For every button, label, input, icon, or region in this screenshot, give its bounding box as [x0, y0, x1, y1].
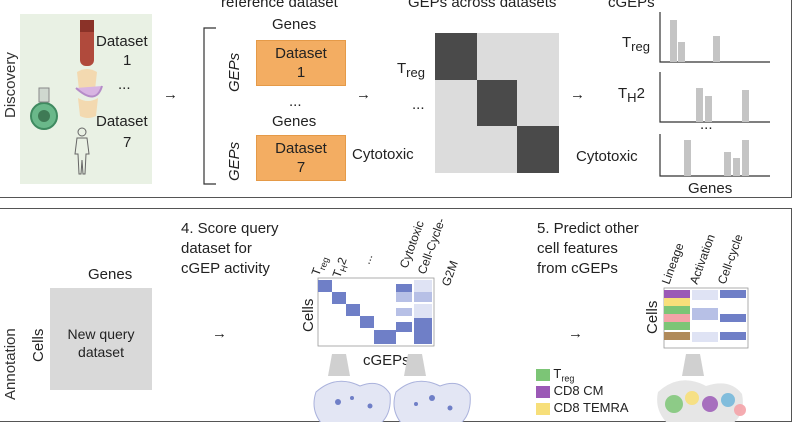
cytotoxic-row-label: Cytotoxic [352, 146, 414, 163]
geps-label-1: GEPs [226, 52, 243, 92]
step4-line3: cGEP activity [181, 260, 270, 277]
cgep-genes-label: Genes [688, 180, 733, 197]
step5-line2: cell features [537, 240, 618, 257]
dataset-7-box: Dataset 7 [256, 135, 346, 181]
cgeps-header: cGEPs [608, 0, 655, 11]
across-header: GEPs across datasets [408, 0, 557, 11]
mid-ellipsis: ... [412, 96, 425, 113]
treg-row-label: Treg [397, 60, 425, 80]
arrow-2: → [356, 86, 371, 103]
cgep-barplots [659, 12, 770, 177]
arrow-3: → [570, 86, 585, 103]
legend-item-cd8-temra: CD8 TEMRA [536, 400, 629, 415]
step4-line1: 4. Score query [181, 220, 279, 237]
cgep-th2-label: TH2 [618, 85, 645, 105]
cgep-activity-heatmap [317, 277, 435, 347]
box1-line1: Dataset [275, 45, 327, 62]
query-genes-label: Genes [88, 266, 133, 283]
arrow-5: → [568, 325, 583, 342]
box1-line2: 1 [296, 64, 306, 81]
legend-swatch [536, 368, 550, 381]
legend-swatch [536, 385, 550, 398]
bracket [203, 27, 216, 185]
heat-xlabel: cGEPs [363, 352, 410, 369]
legend-swatch [536, 402, 550, 415]
box2-line2: 7 [296, 159, 306, 176]
umap-plots [313, 354, 471, 422]
arrow-4: → [212, 325, 227, 342]
cgep-cytotoxic-label: Cytotoxic [576, 148, 638, 165]
anatomy-icon [30, 20, 103, 175]
arrow-1: → [163, 86, 178, 103]
feat-cells-label: Cells [644, 300, 661, 334]
dataset-1-box: Dataset 1 [256, 40, 346, 86]
dataset-1-label: Dataset [96, 33, 148, 50]
step5-line3: from cGEPs [537, 260, 618, 277]
query-line2: dataset [78, 344, 124, 360]
dataset-7-number: 7 [123, 134, 132, 151]
dataset-1-number: 1 [123, 52, 132, 69]
query-line1: New query [67, 326, 135, 342]
dataset-ellipsis: ... [118, 76, 131, 93]
query-cells-label: Cells [30, 328, 47, 362]
box-ellipsis: ... [289, 93, 302, 110]
feature-matrix [663, 287, 749, 349]
legend-item-treg: Treg [536, 366, 574, 384]
gep-heatmap [435, 33, 559, 173]
cgep-treg-label: Treg [622, 34, 650, 54]
genes-label-2: Genes [272, 113, 317, 130]
discovery-side-label: Discovery [2, 52, 19, 118]
feature-umap [657, 354, 746, 422]
box2-line1: Dataset [275, 140, 327, 157]
genes-label-1: Genes [272, 16, 317, 33]
step5-line1: 5. Predict other [537, 220, 639, 237]
reference-header: reference dataset [221, 0, 338, 11]
step4-line2: dataset for [181, 240, 252, 257]
query-dataset-box: New query dataset [50, 288, 152, 390]
dataset-7-label: Dataset [96, 113, 148, 130]
heat-cells-label: Cells [300, 298, 317, 332]
legend-item-cd8-cm: CD8 CM [536, 383, 603, 398]
geps-label-2: GEPs [226, 141, 243, 181]
annotation-side-label: Annotation [2, 328, 19, 400]
